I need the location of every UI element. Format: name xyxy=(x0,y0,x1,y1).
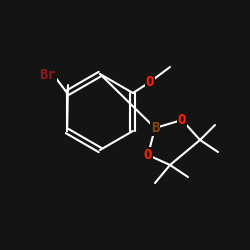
Text: O: O xyxy=(144,148,152,162)
Text: O: O xyxy=(146,75,154,89)
Text: B: B xyxy=(151,121,159,135)
Text: O: O xyxy=(178,113,186,127)
Text: Br: Br xyxy=(40,68,56,82)
